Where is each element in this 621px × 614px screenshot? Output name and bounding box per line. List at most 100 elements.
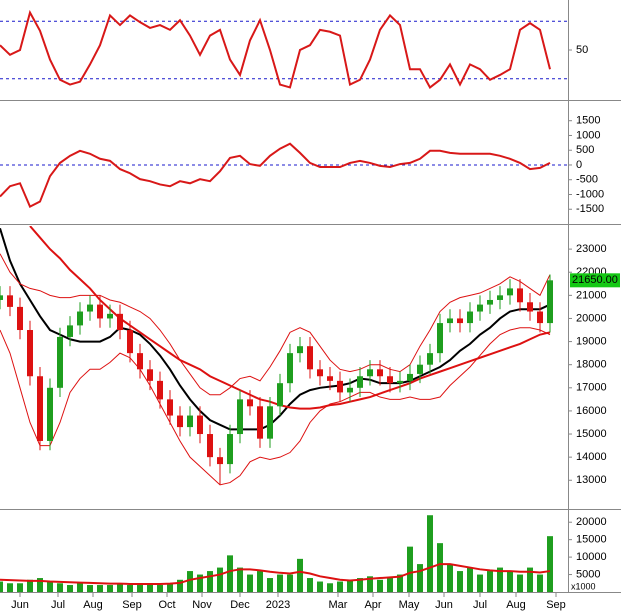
candle-body	[367, 369, 373, 377]
candle-body	[217, 457, 223, 465]
candle-body	[0, 295, 3, 300]
volume-bar	[97, 585, 103, 592]
panel	[0, 142, 568, 208]
volume-bar	[437, 543, 443, 592]
panel	[0, 9, 568, 89]
volume-bar	[307, 578, 313, 592]
overlay-line	[0, 228, 551, 431]
volume-bar	[7, 583, 13, 592]
volume-bar	[367, 576, 373, 592]
volume-bar	[337, 581, 343, 592]
indicator-line	[0, 9, 551, 89]
x-tick-label: Oct	[158, 599, 175, 611]
volume-bar	[477, 574, 483, 592]
candle-body	[417, 364, 423, 374]
candle-body	[437, 323, 443, 354]
panel-frames	[0, 0, 621, 593]
candle-body	[237, 399, 243, 435]
indicator-line	[0, 142, 551, 208]
volume-bar	[207, 571, 213, 592]
candle-body	[67, 325, 73, 337]
volume-bar	[197, 574, 203, 592]
x-tick-label: May	[399, 599, 420, 611]
candle-body	[547, 280, 553, 324]
y-tick-label: 500	[576, 144, 594, 156]
volume-bar	[147, 583, 153, 592]
candle-body	[37, 376, 43, 441]
candle-body	[207, 434, 213, 458]
candle-body	[87, 304, 93, 312]
volume-bar	[277, 574, 283, 592]
y-tick-label: 0	[576, 159, 582, 171]
x-tick-label: Aug	[83, 599, 103, 611]
y-tick-label: 18000	[576, 359, 607, 371]
candle-body	[97, 304, 103, 319]
candle-body	[147, 369, 153, 381]
x-tick-label: Dec	[230, 599, 250, 611]
volume-bar	[57, 583, 63, 592]
volume-bar	[37, 578, 43, 592]
candle-body	[267, 406, 273, 439]
volume-bar	[217, 567, 223, 592]
candle-body	[27, 330, 33, 377]
candle-body	[347, 387, 353, 393]
volume-bar	[0, 581, 3, 592]
x-tick-label: Mar	[329, 599, 348, 611]
candle-body	[357, 376, 363, 388]
unit-label: x1000	[571, 581, 596, 591]
candle-body	[397, 380, 403, 384]
volume-bar	[377, 579, 383, 592]
candle-body	[527, 302, 533, 312]
volume-bar	[507, 571, 513, 592]
candle-body	[107, 313, 113, 319]
overlay-line	[0, 253, 551, 396]
candle-body	[307, 346, 313, 370]
volume-bar	[357, 578, 363, 592]
y-tick-label: 16000	[576, 405, 607, 417]
volume-bar	[407, 546, 413, 592]
volume-bar	[187, 571, 193, 592]
candle-body	[157, 380, 163, 400]
x-tick-label: Sep	[546, 599, 566, 611]
volume-bar	[157, 585, 163, 592]
candle-body	[17, 306, 23, 331]
candle-body	[57, 336, 63, 388]
x-tick-label: Aug	[506, 599, 526, 611]
volume-bar	[177, 579, 183, 592]
volume-bar	[87, 585, 93, 592]
y-tick-label: -500	[576, 174, 598, 186]
x-tick-label: Sep	[122, 599, 142, 611]
volume-bar	[47, 581, 53, 592]
volume-bar	[137, 585, 143, 592]
volume-bar	[167, 583, 173, 592]
x-tick-label: Nov	[192, 599, 212, 611]
volume-bar	[347, 579, 353, 592]
volume-bar	[497, 567, 503, 592]
candle-body	[487, 299, 493, 305]
volume-bar	[17, 583, 23, 592]
candle-body	[387, 376, 393, 384]
candle-body	[227, 434, 233, 465]
y-tick-label: 50	[576, 44, 588, 56]
y-tick-label: -1500	[576, 203, 604, 215]
x-tick-label: Apr	[364, 599, 381, 611]
volume-bar	[467, 567, 473, 592]
candle-body	[47, 387, 53, 441]
candle-body	[337, 380, 343, 393]
volume-bar	[547, 536, 553, 592]
volume-bar	[107, 585, 113, 592]
last-price-label: 21650.00	[572, 274, 618, 286]
y-tick-label: 20000	[576, 312, 607, 324]
volume-bar	[417, 564, 423, 592]
candle-body	[7, 295, 13, 307]
candle-body	[377, 369, 383, 377]
candle-body	[297, 346, 303, 354]
candle-body	[457, 318, 463, 324]
candle-body	[127, 330, 133, 354]
x-tick-label: Jul	[473, 599, 487, 611]
volume-bar	[457, 571, 463, 592]
volume-bar	[227, 555, 233, 592]
volume-bar	[267, 578, 273, 592]
candle-body	[427, 353, 433, 365]
candle-body	[497, 295, 503, 300]
